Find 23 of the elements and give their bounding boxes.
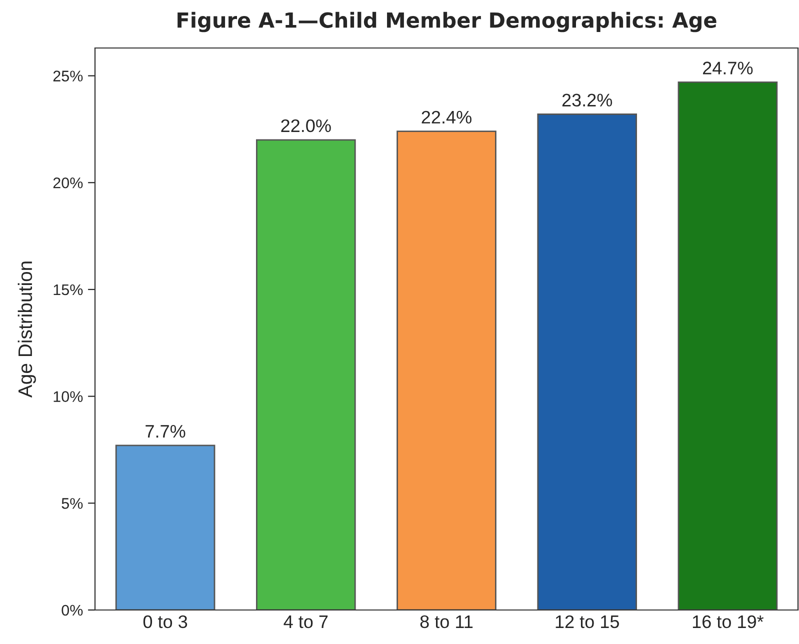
bar	[537, 114, 638, 610]
y-tick-label: 20%	[53, 177, 83, 188]
y-tick-label: 25%	[53, 70, 83, 82]
bar	[115, 444, 216, 610]
y-tick-label: 15%	[54, 284, 83, 296]
x-tick-label: 12 to 15	[556, 615, 619, 628]
y-tick-label: 10%	[54, 391, 83, 402]
data-label: 7.7%	[146, 425, 186, 438]
x-tick-label: 0 to 3	[143, 615, 188, 628]
chart-title: Figure A-1—Child Member Demographics: Age	[178, 12, 716, 32]
bar	[396, 130, 496, 610]
bar	[256, 139, 356, 610]
data-label: 22.0%	[281, 119, 331, 132]
x-tick-label: 16 to 19*	[692, 615, 764, 628]
data-label: 24.7%	[703, 62, 753, 74]
bar	[678, 81, 778, 610]
data-label: 23.2%	[562, 94, 612, 107]
data-label: 22.4%	[422, 110, 472, 124]
x-tick-label: 8 to 11	[420, 615, 473, 628]
x-tick-label: 4 to 7	[284, 616, 328, 628]
y-axis-title: Age Distribution	[18, 262, 36, 398]
y-tick-label: 5%	[62, 498, 83, 509]
y-tick-label: 0%	[62, 604, 83, 616]
